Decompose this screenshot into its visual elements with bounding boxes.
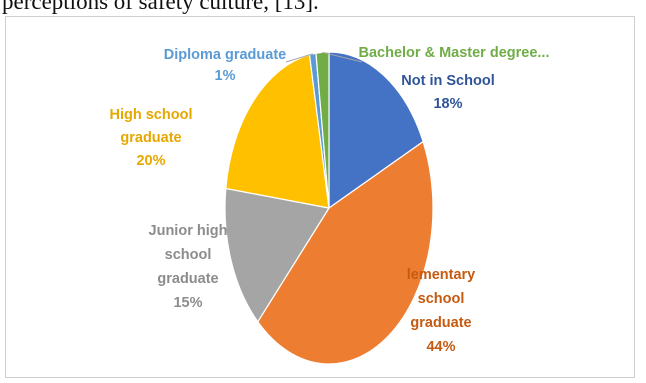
- pie-slice-junior-high-school-graduate: [224, 187, 330, 323]
- data-label-value: 44%: [426, 339, 455, 355]
- leader-line: [285, 53, 313, 63]
- pie-chart: Not in School 18% lementary school graduate 4…: [5, 16, 635, 378]
- leader-line: [322, 51, 363, 63]
- pie-slice-not-in-school: [328, 51, 424, 210]
- pie-slice-bachelor-master-degree: [315, 51, 330, 209]
- data-label-value: 1%: [215, 68, 236, 84]
- caption-text: perceptions of safety culture, [13].: [2, 0, 319, 14]
- data-label-value: 20%: [136, 153, 165, 169]
- pie-chart-svg: Not in School 18% lementary school graduate 4…: [110, 45, 550, 365]
- pie-slices: [224, 51, 434, 365]
- leader-lines: [285, 51, 363, 63]
- data-label-value: 18%: [433, 96, 462, 112]
- data-labels: Not in School 18% lementary school graduate 4…: [110, 45, 550, 355]
- data-label-elementary-school-graduate: lementary school graduate 44%: [407, 267, 476, 355]
- data-label-high-school-graduate: High school graduate 20%: [110, 107, 193, 169]
- pie-slice-high-school-graduate: [225, 53, 330, 209]
- data-label-bachelor-master-degree: Bachelor & Master degree...: [359, 45, 550, 61]
- pie-slice-elementary-school-graduate: [257, 140, 434, 365]
- data-label-junior-high-school-graduate: Junior high school graduate 15%: [149, 223, 228, 311]
- data-label-value: 15%: [173, 295, 202, 311]
- data-label-diploma-graduate: Diploma graduate 1%: [164, 47, 286, 84]
- data-label-not-in-school: Not in School 18%: [401, 73, 494, 112]
